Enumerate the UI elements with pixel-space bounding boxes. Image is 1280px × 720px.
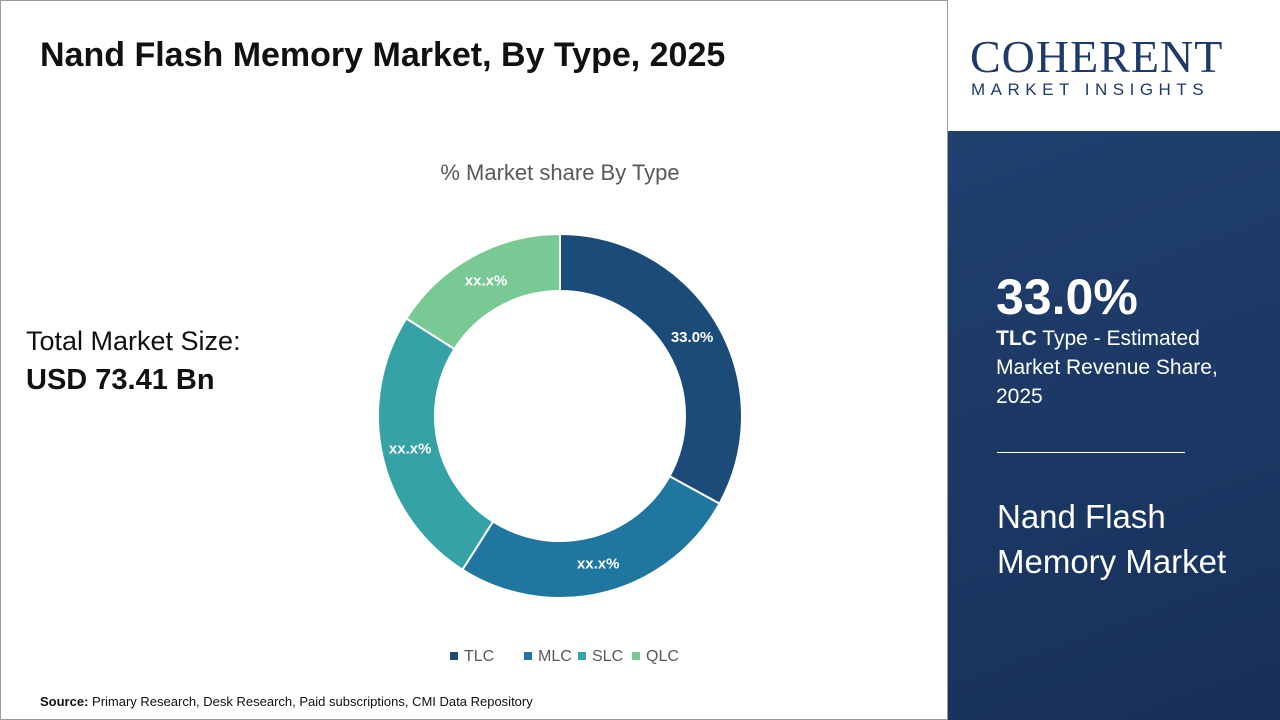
logo-tagline: MARKET INSIGHTS: [971, 80, 1210, 99]
legend-swatch: [578, 652, 586, 660]
legend-swatch: [450, 652, 458, 660]
chart-title: % Market share By Type: [440, 160, 679, 185]
legend-swatch: [524, 652, 532, 660]
logo-name: COHERENT: [970, 31, 1224, 82]
data-label: 33.0%: [671, 329, 714, 346]
legend-label: TLC: [464, 648, 494, 665]
data-label: xx.x%: [389, 440, 432, 457]
data-label: xx.x%: [577, 556, 620, 573]
donut-segment: [559, 232, 743, 506]
donut-segment: [461, 474, 721, 599]
logo-area: [948, 0, 1280, 131]
source-label: Source:: [40, 694, 89, 709]
highlight-category: TLC: [996, 327, 1037, 350]
legend-label: SLC: [592, 648, 623, 665]
source-text: Primary Research, Desk Research, Paid su…: [92, 694, 533, 709]
donut-segment: [404, 232, 561, 351]
chart: % Market share By Type 33.0% xx.x% xx.x% xx…: [377, 160, 743, 665]
source: Source: Primary Research, Desk Research,…: [40, 694, 533, 709]
data-label: xx.x%: [465, 272, 508, 289]
market-size-value: USD 73.41 Bn: [26, 364, 215, 396]
legend-swatch: [632, 652, 640, 660]
highlight-caption-text: Type - Estimated Market Revenue Share, 2…: [996, 327, 1218, 408]
highlight-value: 33.0%: [996, 269, 1138, 325]
highlight-caption: TLC Type - Estimated Market Revenue Shar…: [996, 324, 1246, 411]
market-size-label: Total Market Size:: [26, 326, 241, 356]
legend-label: MLC: [538, 648, 572, 665]
content-area: [0, 0, 948, 720]
side-title: Nand Flash Memory Market: [997, 498, 1227, 580]
page-title: Nand Flash Memory Market, By Type, 2025: [40, 36, 726, 74]
legend-label: QLC: [646, 648, 679, 665]
divider: [997, 452, 1185, 453]
side-panel: [948, 131, 1280, 720]
